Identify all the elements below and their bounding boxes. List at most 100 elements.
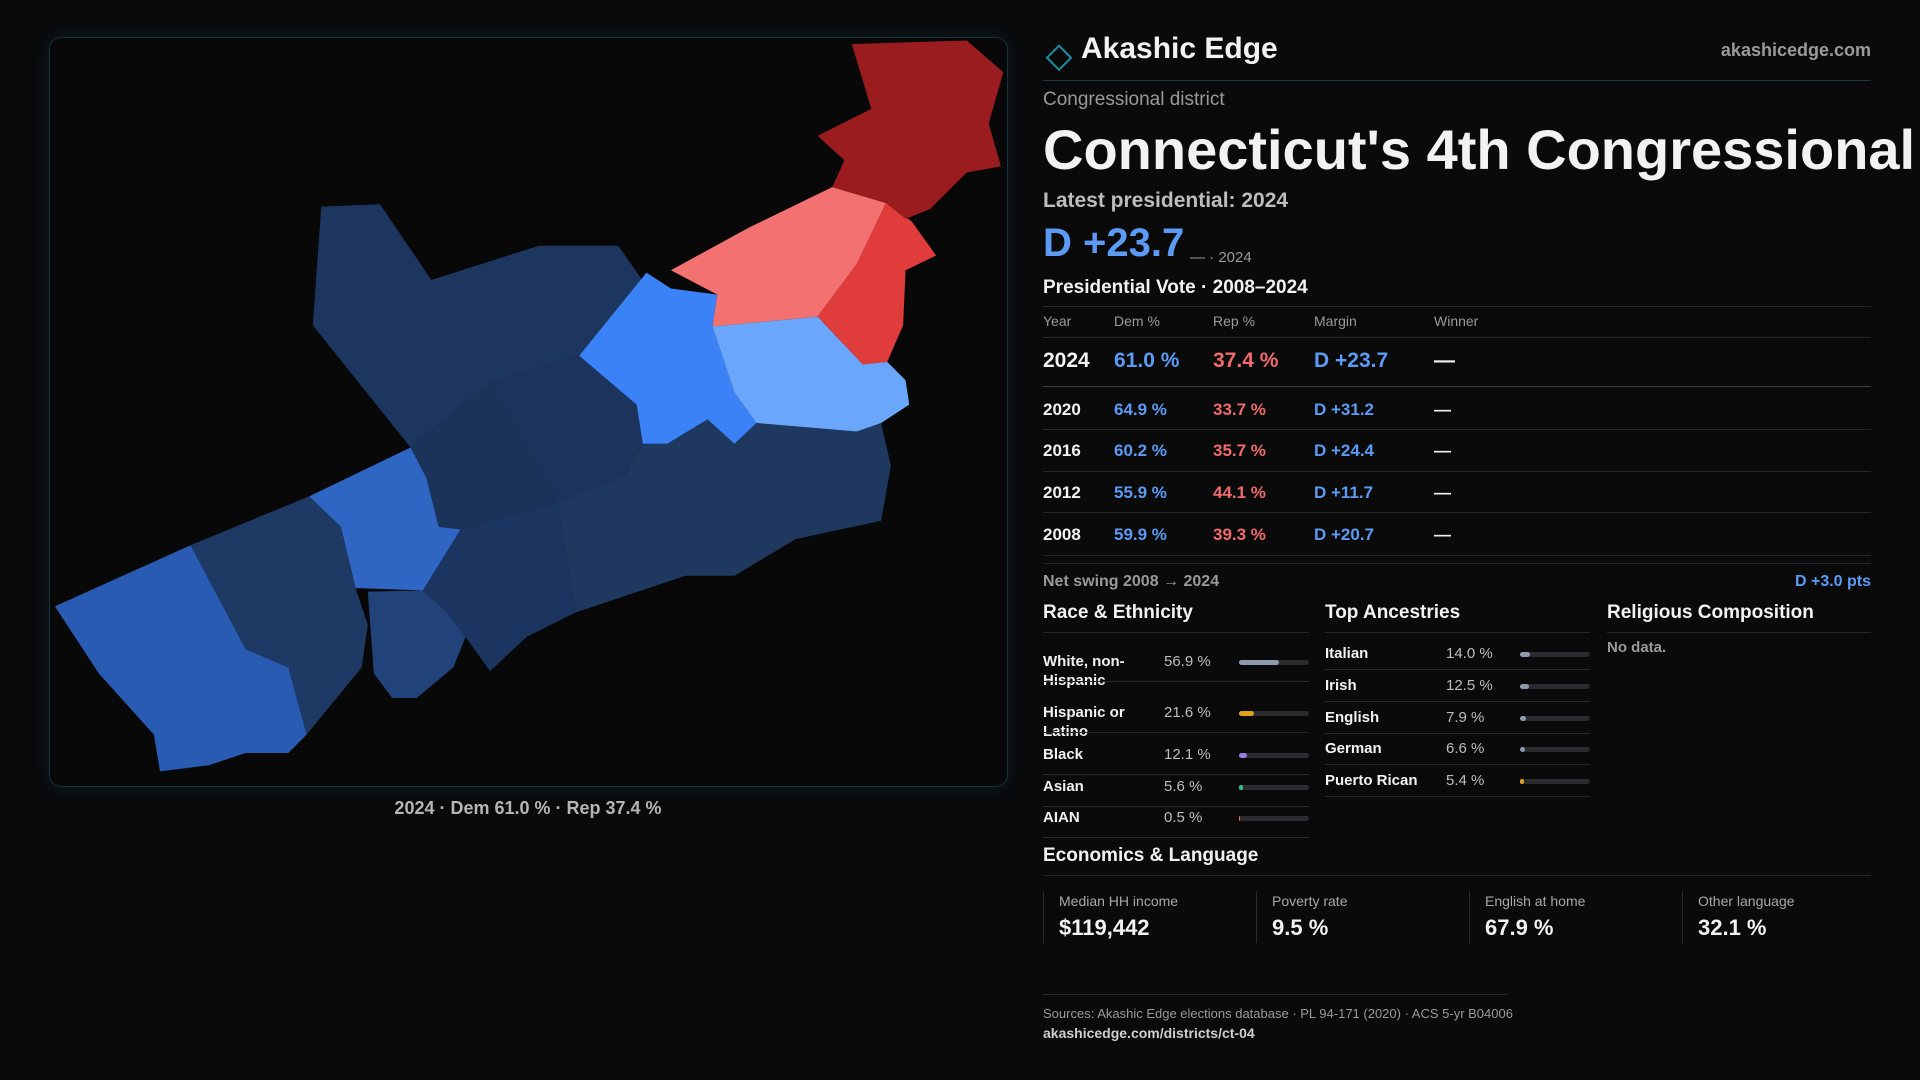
divider: [1043, 429, 1871, 430]
divider: [1043, 837, 1309, 838]
table-cell: 33.7 %: [1213, 400, 1266, 419]
stat-label: English at home: [1485, 893, 1586, 909]
table-cell: 2024: [1043, 349, 1090, 372]
row-name: Irish: [1325, 677, 1357, 694]
latest-margin: D +23.7: [1043, 221, 1185, 265]
card-border: [1469, 891, 1470, 943]
bar: [1239, 753, 1248, 758]
row-value: 12.1 %: [1164, 746, 1211, 763]
region: [579, 272, 757, 444]
divider: [1043, 471, 1871, 472]
card-border: [1256, 891, 1257, 943]
religion-title: Religious Composition: [1607, 602, 1814, 623]
region: [367, 590, 466, 698]
divider: [1325, 669, 1590, 670]
row-value: 21.6 %: [1164, 704, 1211, 721]
divider: [1043, 732, 1309, 733]
bar: [1520, 779, 1524, 784]
sources: Sources: Akashic Edge elections database…: [1043, 1006, 1513, 1021]
region: [309, 447, 461, 591]
table-cell: 35.7 %: [1213, 441, 1266, 460]
district-map: [54, 40, 1004, 772]
stat-value: 67.9 %: [1485, 915, 1554, 940]
region: [490, 355, 643, 503]
divider: [1043, 386, 1871, 387]
column-header: Margin: [1314, 313, 1357, 329]
table-cell: 2012: [1043, 483, 1081, 502]
region: [712, 316, 910, 432]
bar-track: [1520, 716, 1590, 721]
column-header: Winner: [1434, 313, 1479, 329]
row-value: 0.5 %: [1164, 809, 1203, 826]
row-value: 14.0 %: [1446, 645, 1493, 662]
map-panel: [49, 37, 1008, 787]
row-name: Black: [1043, 746, 1084, 763]
region: [190, 496, 368, 735]
region: [312, 204, 671, 448]
divider: [1043, 806, 1309, 807]
region: [817, 203, 937, 365]
column-header: Dem %: [1114, 313, 1160, 329]
region: [557, 419, 891, 613]
bar: [1520, 747, 1525, 752]
stat-label: Other language: [1698, 893, 1795, 909]
row-value: 56.9 %: [1164, 653, 1211, 670]
divider: [1607, 632, 1871, 633]
divider: [1043, 80, 1871, 81]
map-caption: 2024 · Dem 61.0 % · Rep 37.4 %: [394, 798, 662, 818]
divider: [1043, 875, 1871, 876]
swing-label: Net swing 2008 → 2024: [1043, 573, 1220, 590]
table-cell: 61.0 %: [1114, 349, 1180, 372]
row-name: Puerto Rican: [1325, 772, 1418, 789]
table-cell: —: [1434, 483, 1451, 502]
bar-track: [1239, 753, 1309, 758]
bar-track: [1239, 816, 1309, 821]
divider: [1043, 632, 1309, 633]
table-cell: —: [1434, 349, 1455, 372]
region: [670, 187, 886, 327]
table-cell: 37.4 %: [1213, 349, 1279, 372]
bar: [1239, 711, 1255, 716]
swing-value: D +3.0 pts: [1794, 573, 1871, 590]
table-cell: 2016: [1043, 441, 1081, 460]
footer-url: akashicedge.com/districts/ct-04: [1043, 1025, 1255, 1041]
bar-track: [1239, 711, 1309, 716]
bar: [1239, 785, 1243, 790]
table-cell: 39.3 %: [1213, 525, 1266, 544]
card-border: [1043, 891, 1044, 943]
bar-track: [1239, 660, 1309, 665]
row-value: 6.6 %: [1446, 740, 1485, 757]
table-cell: D +20.7: [1314, 525, 1375, 544]
card-border: [1682, 891, 1683, 943]
religion-note: No data.: [1607, 639, 1667, 656]
row-value: 5.6 %: [1164, 778, 1203, 795]
logo: [1045, 44, 1073, 71]
latest-note: — · 2024: [1190, 249, 1252, 266]
row-name: Asian: [1043, 778, 1084, 795]
table-cell: 60.2 %: [1114, 441, 1167, 460]
divider: [1325, 701, 1590, 702]
divider: [1043, 681, 1309, 682]
divider: [1043, 563, 1871, 564]
economics-title: Economics & Language: [1043, 845, 1259, 866]
bar-track: [1520, 684, 1590, 689]
stat-label: Median HH income: [1059, 893, 1179, 909]
row-name: Italian: [1325, 645, 1369, 662]
divider: [1043, 555, 1871, 556]
table-cell: 55.9 %: [1114, 483, 1167, 502]
bar: [1239, 660, 1279, 665]
row-name: Hispanic or Latino: [1043, 704, 1125, 740]
brand: Akashic Edge: [1081, 32, 1278, 65]
region: [817, 40, 1004, 219]
table-cell: 59.9 %: [1114, 525, 1167, 544]
table-cell: 44.1 %: [1213, 483, 1266, 502]
row-name: White, non-Hispanic: [1043, 653, 1125, 689]
bar-track: [1520, 652, 1590, 657]
divider: [1043, 512, 1871, 513]
region: [422, 502, 576, 672]
divider: [1043, 774, 1309, 775]
ancestry-title: Top Ancestries: [1325, 602, 1461, 623]
race-title: Race & Ethnicity: [1043, 602, 1193, 623]
